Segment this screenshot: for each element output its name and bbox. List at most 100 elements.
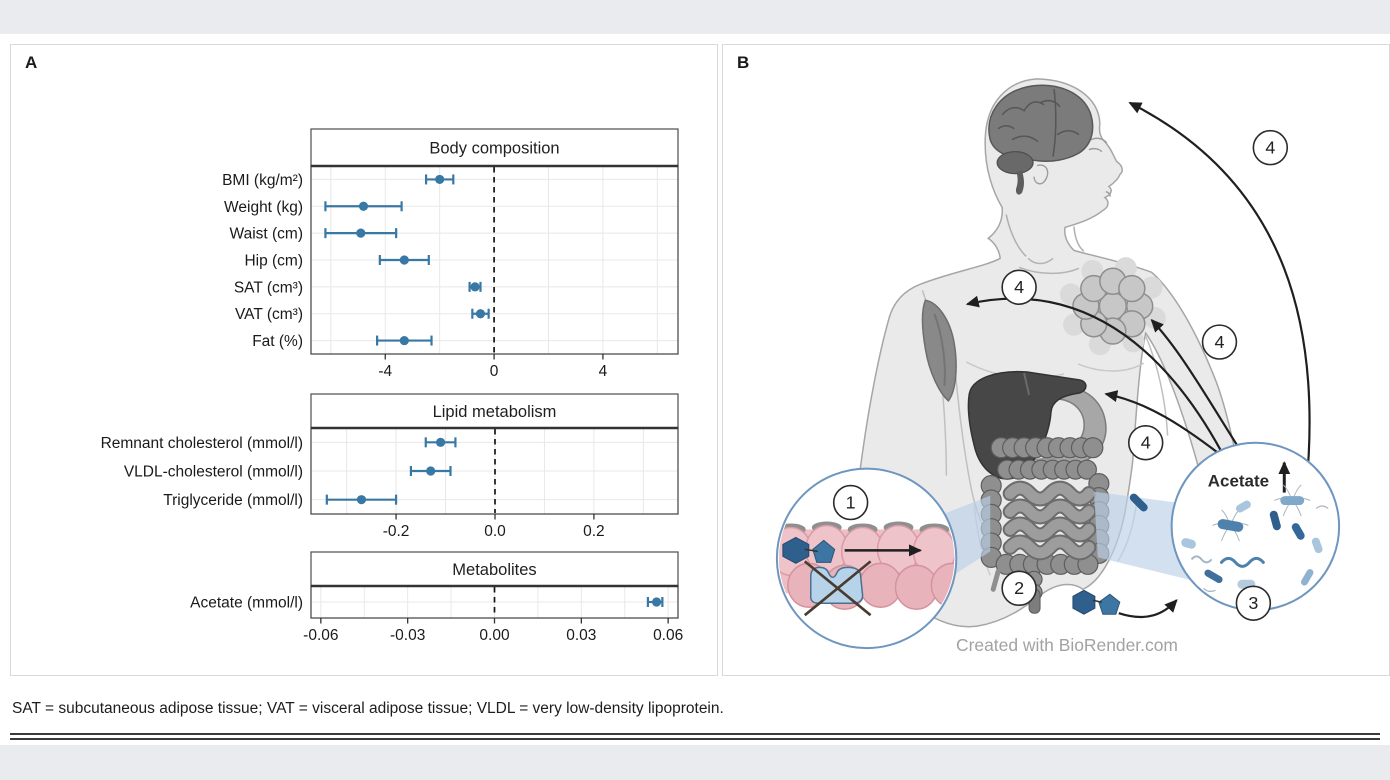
estimate-point (475, 309, 486, 319)
axis-tick-label: 0.03 (566, 627, 596, 644)
forest-facet-2: Acetate (mmol/l) Metabolites -0.06 -0.03 0.0… (190, 551, 683, 644)
forest-row (646, 597, 664, 607)
forest-row (325, 494, 398, 505)
bottom-margin-band (0, 745, 1390, 780)
axis-tick-label: 0.2 (583, 523, 605, 540)
row-label: Weight (kg) (224, 199, 303, 216)
figure-caption: SAT = subcutaneous adipose tissue; VAT =… (12, 700, 724, 717)
step-2-number: 2 (1014, 578, 1024, 598)
step-4-badge-liver: 4 (1127, 424, 1164, 461)
svg-text:4: 4 (1141, 433, 1151, 453)
forest-row (424, 437, 457, 448)
facet-strip (310, 128, 679, 167)
forest-row (409, 466, 452, 476)
forest-row (324, 201, 403, 212)
top-margin-band (0, 0, 1390, 34)
axis-tick-label: 0.0 (484, 523, 506, 540)
row-label: Hip (cm) (244, 253, 303, 270)
face-details (1033, 137, 1111, 197)
adipose-tissue (1059, 257, 1166, 356)
axis-tick-label: 0.00 (479, 627, 510, 644)
svg-text:4: 4 (1014, 277, 1024, 297)
step-4-badge-muscle: 4 (1001, 269, 1037, 305)
liver-ligament (1023, 372, 1031, 396)
glycosidic-bond (804, 548, 818, 553)
lips-line (1105, 190, 1111, 197)
acetate-label: Acetate (1208, 472, 1269, 491)
estimate-point (435, 174, 445, 185)
callout-circle-3-bacteria: Acetate 3 (1129, 441, 1341, 621)
brainstem (1015, 170, 1024, 195)
panel-a-label: A (25, 53, 38, 72)
estimate-point (399, 255, 409, 265)
brain-gyri (997, 88, 1080, 157)
step-1-badge (832, 484, 869, 521)
estimate-point (356, 228, 366, 238)
arrow-sugar-to-bacteria (1118, 599, 1178, 619)
biorender-credit: Created with BioRender.com (956, 635, 1178, 655)
facet-strip (310, 551, 679, 587)
row-label: Fat (%) (252, 333, 303, 350)
svg-text:4: 4 (1214, 332, 1224, 352)
enzyme-cross-out-icon (803, 560, 872, 617)
body-illustration: 1 Acetate 3 2 (775, 78, 1341, 655)
row-label: Remnant cholesterol (mmol/l) (101, 435, 303, 452)
gut-bacteria-icons (1129, 484, 1329, 592)
sucrose-hexagon-2 (1072, 589, 1096, 615)
eye-line (1088, 147, 1103, 153)
estimate-point (651, 597, 662, 607)
estimate-point (435, 437, 446, 447)
step-4-badge-brain: 4 (1252, 129, 1289, 166)
step-3-number: 3 (1248, 593, 1258, 613)
estimate-point (358, 201, 369, 211)
estimate-point (470, 282, 480, 292)
estimate-point (356, 495, 367, 505)
facet-title: Metabolites (452, 561, 536, 579)
row-label: VAT (cm³) (235, 306, 303, 323)
row-label: Waist (cm) (230, 226, 303, 243)
step-2-badge (1001, 570, 1037, 607)
axis-tick-label: 0.06 (653, 627, 683, 644)
axis-tick-label: 4 (599, 363, 608, 380)
estimate-point (399, 335, 409, 346)
body-outline (849, 78, 1246, 628)
estimate-point (426, 466, 436, 476)
muscle-organ (921, 299, 957, 402)
glycosidic-bond-2 (1092, 599, 1103, 603)
axis-tick-label: -4 (378, 363, 392, 380)
axis-tick-label: -0.03 (390, 627, 425, 644)
step-2-group: 2 (1001, 570, 1121, 615)
facet-title: Lipid metabolism (433, 403, 557, 421)
acetate-flow-arrows (965, 101, 1311, 619)
forest-row (424, 174, 455, 185)
row-label: SAT (cm³) (234, 279, 303, 296)
sucrose-pentagon (812, 539, 836, 563)
facet-strip (310, 393, 679, 429)
svg-text:4: 4 (1265, 138, 1275, 158)
forest-row (471, 308, 490, 319)
step-4-badge-adipose: 4 (1201, 324, 1238, 360)
panel-b-illustration: B (722, 44, 1390, 676)
forest-row (468, 281, 482, 292)
forest-facet-1: Remnant cholesterol (mmol/l) VLDL-cholest… (101, 393, 679, 540)
brain-organ (988, 84, 1094, 195)
row-label: Acetate (mmol/l) (190, 595, 303, 612)
axis-tick-label: -0.2 (383, 523, 410, 540)
step-3-badge (1235, 585, 1272, 621)
ear-line (1033, 164, 1049, 185)
arrow-to-liver (1104, 390, 1231, 463)
forest-plot-canvas: BMI (kg/m²) Weight (kg) Waist (cm) Hip (cm)… (101, 128, 683, 644)
row-label: BMI (kg/m²) (222, 172, 303, 189)
small-intestine (1002, 480, 1097, 561)
row-label: VLDL-cholesterol (mmol/l) (124, 464, 303, 481)
arrow-to-muscle (965, 295, 1223, 453)
appendix (990, 568, 1001, 592)
panel-a-forest-plots: A BMI (kg/m²) Weight (kg) Waist (cm) Hip (c… (10, 44, 718, 676)
sucrose-pentagon-2 (1098, 593, 1121, 615)
sucrose-hexagon (782, 536, 810, 564)
bottom-double-rule (10, 733, 1380, 740)
forest-row (376, 335, 433, 346)
step-1-number: 1 (846, 493, 856, 513)
axis-tick-label: -0.06 (303, 627, 338, 644)
